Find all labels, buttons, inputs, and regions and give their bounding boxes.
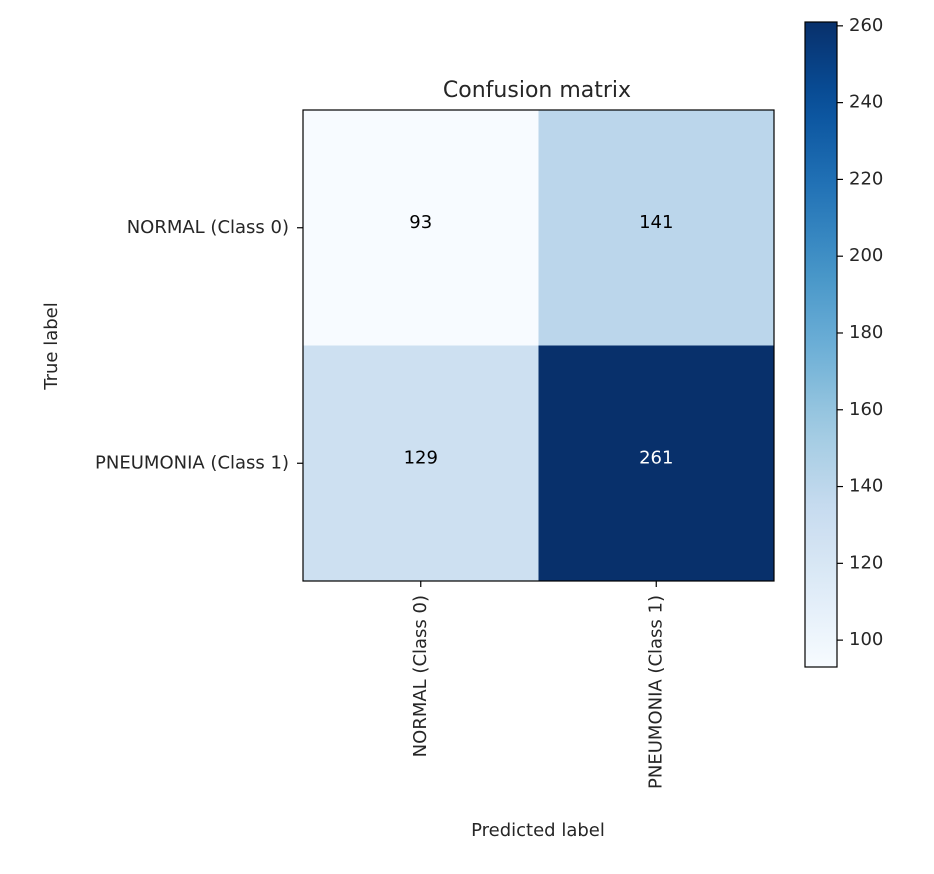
heatmap-cell	[303, 110, 539, 346]
cell-value-label: 129	[404, 447, 438, 468]
heatmap-cells	[303, 110, 774, 581]
chart-title: Confusion matrix	[443, 78, 631, 103]
heatmap-cell	[538, 110, 774, 346]
heatmap-cell	[538, 345, 774, 581]
x-axis-ticks: NORMAL (Class 0) PNEUMONIA (Class 1)	[410, 581, 666, 789]
colorbar-tick-label: 180	[849, 322, 883, 343]
x-tick-label: NORMAL (Class 0)	[410, 595, 431, 757]
colorbar-ticks: 100 120 140 160 180 200 220 240 260	[837, 15, 883, 650]
colorbar	[804, 21, 838, 668]
y-tick-label: NORMAL (Class 0)	[127, 217, 289, 238]
y-tick-label: PNEUMONIA (Class 1)	[95, 452, 289, 473]
cell-value-label: 261	[639, 447, 673, 468]
x-axis-label: Predicted label	[471, 820, 605, 841]
colorbar-tick-label: 100	[849, 629, 883, 650]
colorbar-tick-label: 120	[849, 552, 883, 573]
colorbar-tick-label: 200	[849, 245, 883, 266]
cell-value-label: 93	[409, 212, 432, 233]
colorbar-tick-label: 140	[849, 476, 883, 497]
plot-frame	[302, 109, 775, 582]
colorbar-tick-label: 260	[849, 15, 883, 36]
cell-value-label: 141	[639, 212, 673, 233]
x-tick-label: PNEUMONIA (Class 1)	[645, 595, 666, 789]
colorbar-tick-label: 160	[849, 399, 883, 420]
y-axis-ticks: NORMAL (Class 0) PNEUMONIA (Class 1)	[95, 217, 303, 473]
colorbar-tick-label: 220	[849, 168, 883, 189]
heatmap-cell	[303, 345, 539, 581]
y-axis-label: True label	[41, 302, 62, 391]
colorbar-tick-label: 240	[849, 92, 883, 113]
cell-value-labels: 93 141 129 261	[404, 212, 674, 469]
